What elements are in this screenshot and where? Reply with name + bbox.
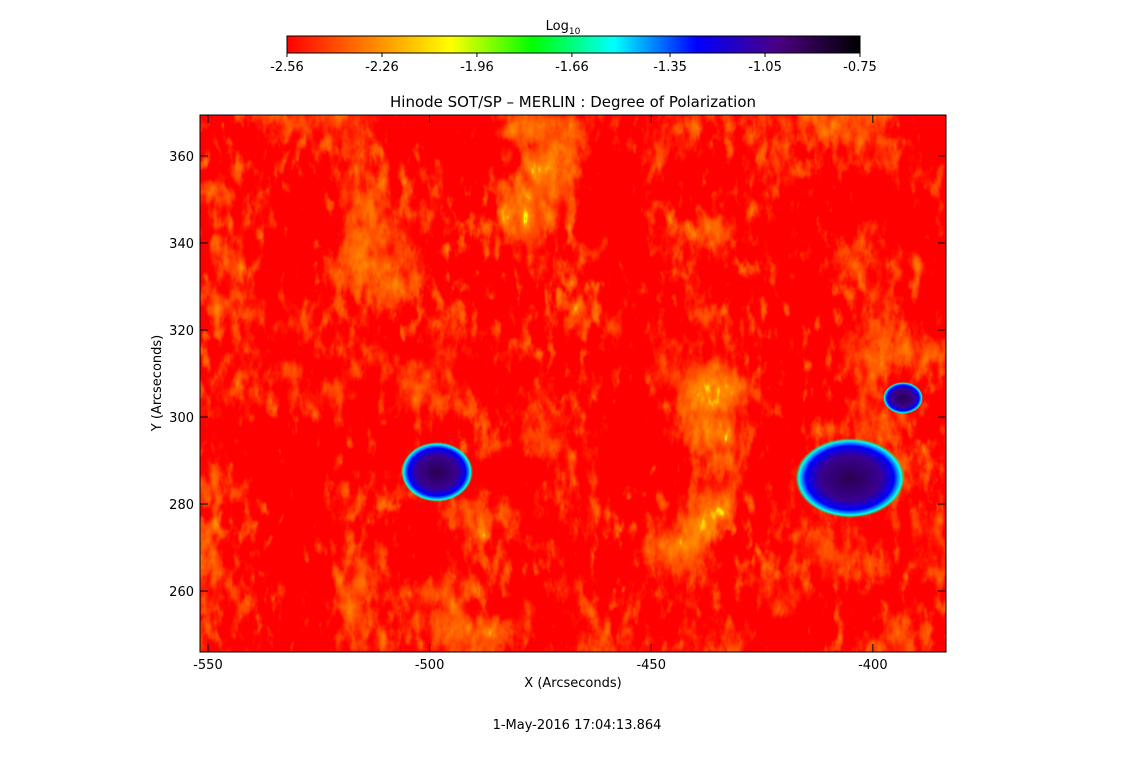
colorbar-tick-label: -1.96 xyxy=(460,60,494,75)
colorbar-tick-label: -0.75 xyxy=(843,60,877,75)
y-tick-label: 360 xyxy=(169,150,194,165)
colorbar-label-text: Log xyxy=(546,19,569,34)
colorbar-label-subscript: 10 xyxy=(569,27,581,37)
colorbar-tick-label: -1.05 xyxy=(748,60,782,75)
colorbar-tick-label: -1.66 xyxy=(555,60,589,75)
colorbar-tick-label: -2.26 xyxy=(365,60,399,75)
colorbar-label: Log10 xyxy=(546,19,581,37)
x-tick-label: -550 xyxy=(193,658,223,673)
colorbar-tick-label: -2.56 xyxy=(270,60,304,75)
x-tick-label: -450 xyxy=(636,658,666,673)
x-axis-label: X (Arcseconds) xyxy=(524,676,621,691)
polarization-map xyxy=(200,115,946,652)
sunspot xyxy=(883,382,923,414)
sunspot xyxy=(401,442,473,502)
x-tick-label: -500 xyxy=(415,658,445,673)
y-tick-label: 340 xyxy=(169,237,194,252)
colorbar-tick-label: -1.35 xyxy=(653,60,687,75)
plot-frame xyxy=(199,114,947,653)
y-axis-label: Y (Arcseconds) xyxy=(150,335,165,432)
axes: -550 -500 -450 -400 260 280 300 320 340 360 -2.56 -… xyxy=(169,53,946,673)
y-tick-label: 320 xyxy=(169,324,194,339)
chart-title: Hinode SOT/SP – MERLIN : Degree of Polar… xyxy=(390,93,756,111)
image-layer xyxy=(200,115,946,652)
y-tick-label: 300 xyxy=(169,411,194,426)
x-tick-label: -400 xyxy=(858,658,888,673)
sunspot xyxy=(795,438,905,518)
y-tick-label: 260 xyxy=(169,585,194,600)
colorbar xyxy=(286,35,861,54)
y-tick-label: 280 xyxy=(169,498,194,513)
footer-timestamp: 1-May-2016 17:04:13.864 xyxy=(493,718,662,733)
